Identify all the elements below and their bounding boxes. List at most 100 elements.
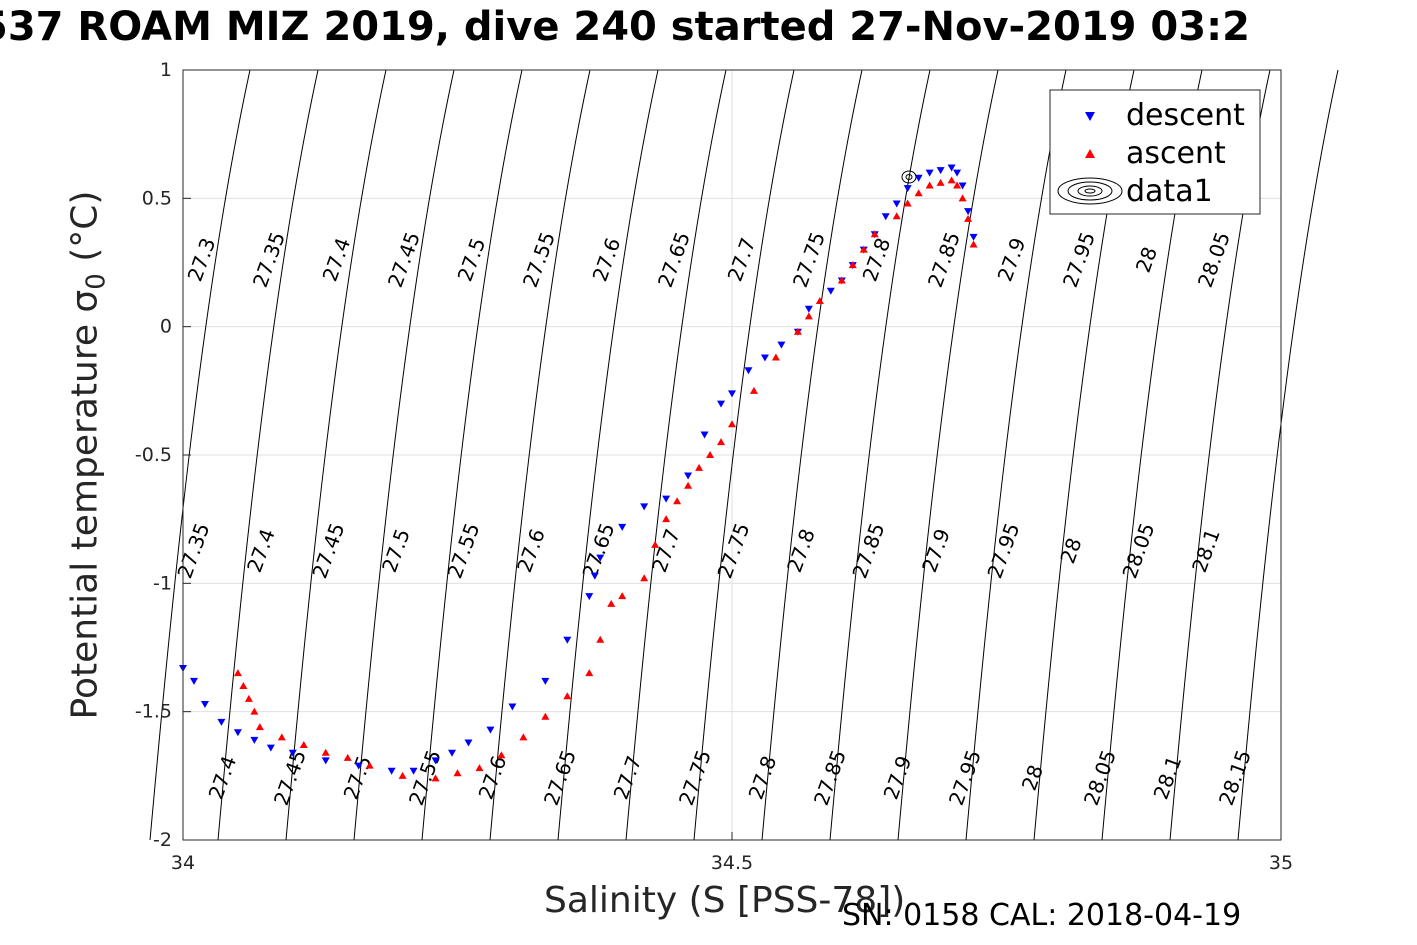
ascent-point [475,764,484,772]
density-contour-label: 27.7 [647,526,685,576]
ascent-point [969,240,978,248]
density-contour-label: 27.95 [982,520,1024,582]
density-contour-label: 27.85 [847,520,889,582]
ascent-point [541,712,550,720]
legend-data1-marker [1057,177,1123,205]
density-contour [353,69,455,841]
descent-point [958,182,967,190]
ascent-point [239,682,248,689]
density-contour-label: 27.8 [744,753,782,803]
descent-point [585,593,594,601]
x-tick-label: 34 [171,852,195,874]
descent-point [590,572,599,580]
ascent-series [233,176,978,782]
ascent-point [964,214,973,222]
x-tick-label: 34.5 [711,852,753,874]
density-contour [625,69,727,841]
y-tick-label: 0.5 [142,187,172,209]
density-contour-label: 27.55 [442,520,484,582]
ascent-point [563,692,572,700]
y-tick-label: 0 [160,316,172,338]
ascent-point [903,199,912,207]
ascent-point [365,761,374,769]
y-tick-label: -1 [153,572,172,594]
density-contour-label: 27.65 [539,747,581,809]
density-contour [217,69,319,841]
ascent-point [255,723,264,731]
descent-point [684,472,693,480]
x-axis-label: Salinity (S [PSS-78]) [544,880,906,921]
ascent-point [717,438,726,446]
descent-series [179,164,978,775]
ascent-point [662,515,671,523]
ascent-point [640,574,649,582]
density-contour [149,69,251,841]
legend-box [1049,89,1261,215]
density-contour-label: 28 [1055,535,1086,567]
descent-point [217,718,226,726]
ascent-point [815,297,824,304]
y-axis-label: Potential temperature σ0 (°C) [64,190,112,720]
density-contour [1237,69,1339,841]
descent-point [189,677,198,685]
density-contour [285,69,387,841]
ascent-point [607,599,616,607]
ascent-point [453,769,462,777]
ascent-point [321,748,330,756]
descent-point [233,729,242,737]
density-contour-labels: 27.3 27.35 27.4 27.45 27.5 27.55 27.6 27.65 27.7… [172,229,1256,809]
ascent-point [497,751,506,759]
density-contour-label: 27.85 [809,747,851,809]
density-contour-label: 27.4 [204,753,242,803]
density-contour-label: 27.6 [512,526,550,576]
density-contour-label: 27.5 [377,526,415,576]
density-contour-label: 27.6 [588,235,626,285]
ascent-point [728,420,736,428]
ascent-point [651,540,660,548]
ascent-point [233,669,242,677]
ascent-point [914,189,923,197]
density-contour-label: 27.8 [858,235,896,285]
descent-point [728,390,736,398]
descent-point [321,757,330,765]
density-contour-label: 27.95 [944,747,986,809]
descent-point [508,703,517,711]
descent-point [826,287,835,295]
y-axis-ticks: 1 0.5 0 -0.5 -1 -1.5 -2 [135,59,191,851]
descent-point [563,636,572,644]
density-contour [761,69,863,841]
ascent-point [519,733,528,741]
descent-point [700,431,709,439]
density-contour-label: 27.7 [609,753,647,803]
descent-point [925,169,934,177]
density-contour-label: 27.6 [474,753,512,803]
density-contour-label: 28 [1131,244,1162,276]
ascent-point [398,771,407,779]
descent-point [200,700,209,708]
density-contour-label: 28.05 [1193,229,1235,291]
density-contour-label: 27.85 [923,229,965,291]
descent-point [250,736,259,744]
density-contour-label: 27.75 [674,747,716,809]
descent-point [618,523,627,531]
y-tick-label: 1 [160,59,172,81]
descent-point [744,367,753,375]
ascent-point [749,386,758,394]
ascent-point [684,481,693,489]
descent-point [964,208,973,216]
density-contour-label: 27.95 [1058,229,1100,291]
density-contour-label: 27.8 [782,526,820,576]
density-contour-label: 27.45 [307,520,349,582]
density-contour-label: 27.4 [242,526,280,576]
density-contour-label: 27.9 [879,753,917,803]
density-contour-label: 27.75 [788,229,830,291]
density-contour-label: 28 [1017,762,1048,794]
ascent-point [706,451,715,458]
descent-point [892,200,901,208]
ascent-point [837,276,846,284]
density-contour-label: 27.3 [183,235,221,285]
x-tick-label: 35 [1269,852,1293,874]
ascent-point [771,353,780,361]
legend: descent ascent data1 [1049,89,1261,215]
